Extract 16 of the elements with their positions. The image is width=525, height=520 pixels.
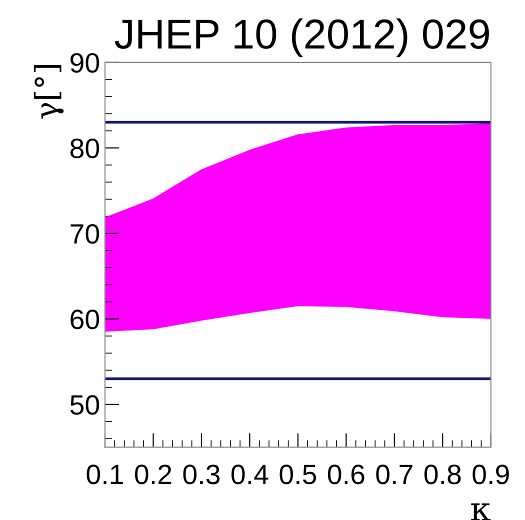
y-tick-label: 60 — [70, 310, 100, 330]
x-tick-label: 0.1 — [86, 464, 123, 484]
y-tick-label: 90 — [70, 53, 100, 73]
y-tick-label: 50 — [70, 395, 100, 415]
x-tick-label: 0.8 — [424, 464, 461, 484]
x-tick-label: 0.6 — [328, 464, 364, 484]
y-tick-label: 70 — [70, 224, 100, 244]
x-tick-label: 0.5 — [280, 464, 316, 484]
x-tick-label: 0.2 — [135, 464, 172, 484]
y-tick-label: 80 — [70, 138, 100, 158]
x-tick-label: 0.4 — [231, 464, 268, 484]
x-tick-label: 0.3 — [183, 464, 220, 484]
x-tick-label: 0.7 — [376, 464, 412, 484]
x-tick-label: 0.9 — [472, 464, 509, 484]
chart-title: JHEP 10 (2012) 029 — [114, 18, 489, 58]
y-axis-title: γ[°] — [34, 65, 64, 119]
